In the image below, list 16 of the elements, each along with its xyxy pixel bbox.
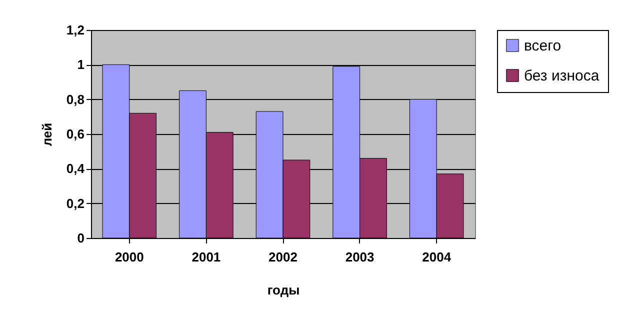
y-tick-label: 1,2 xyxy=(66,22,84,38)
y-tick-label: 0,8 xyxy=(66,92,84,107)
y-tick-label: 1 xyxy=(77,57,84,72)
y-tick-label: 0 xyxy=(77,230,84,246)
x-tick-label: 2001 xyxy=(192,250,221,264)
x-tick-label: 2000 xyxy=(114,250,144,264)
x-tick-label: 2002 xyxy=(268,250,298,264)
x-axis-title: годы xyxy=(267,282,300,298)
y-tick-label: 0,4 xyxy=(66,161,86,176)
legend-label: всего xyxy=(524,38,562,54)
y-tick-label: 0,6 xyxy=(66,126,84,142)
legend-label: без износа xyxy=(524,68,600,84)
y-tick-label: 0,2 xyxy=(66,196,84,211)
y-axis-title: лей xyxy=(39,122,54,146)
x-tick-label: 2003 xyxy=(345,250,374,264)
x-tick-label: 2004 xyxy=(422,250,452,264)
